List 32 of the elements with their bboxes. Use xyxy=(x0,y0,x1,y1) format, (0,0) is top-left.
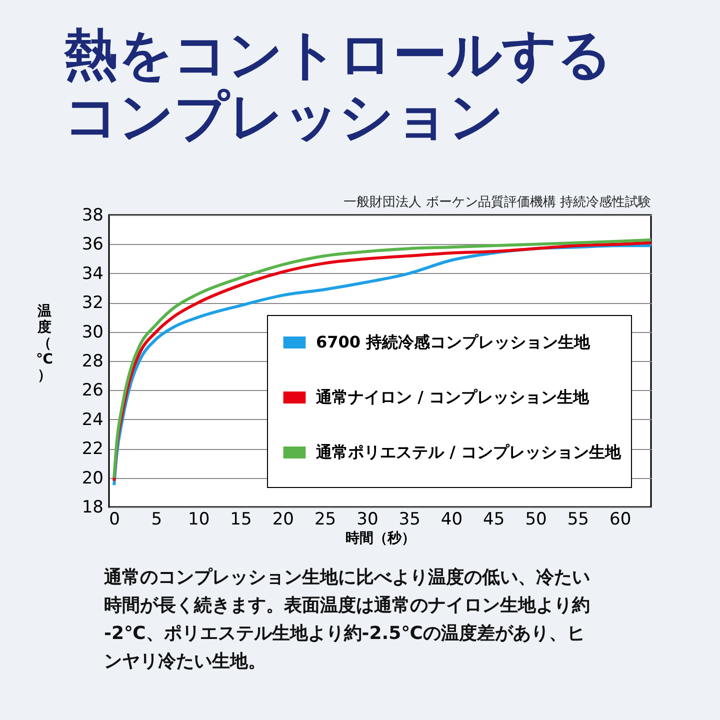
y-tick-label: 24 xyxy=(82,410,104,430)
text: 通常のコンプレッション生地に比べより温度の低い、冷たい時間が長く続きます。表面温度は通常のナイロン生地より約-2℃、ポリエステル生地より約-2.5℃の温度差があり、ヒンヤリ冷たい生地。 xyxy=(103,567,590,672)
y-tick-label: 36 xyxy=(82,234,104,255)
x-tick-label: 40 xyxy=(440,510,463,530)
y-tick-label: 28 xyxy=(82,352,104,372)
x-tick-label: 20 xyxy=(272,510,294,530)
y-tick-label: 20 xyxy=(82,468,104,488)
x-axis-title: 時間（秒） xyxy=(346,530,416,546)
y-tick-label: 26 xyxy=(82,380,104,401)
x-tick-label: 25 xyxy=(314,510,336,530)
x-tick-label: 35 xyxy=(398,510,420,530)
y-tick-label: 30 xyxy=(82,322,104,342)
legend-label: 通常ナイロン / コンプレッション生地 xyxy=(315,388,590,406)
x-tick-label: 60 xyxy=(609,510,632,530)
legend-label: 通常ポリエステル / コンプレッション生地 xyxy=(315,442,622,462)
y-tick-label: 18 xyxy=(82,498,104,518)
x-tick-label: 30 xyxy=(356,510,378,530)
x-tick-label: 15 xyxy=(230,510,252,530)
chart-subtitle: 一般財団法人 ボーケン品質評価機構 持続冷感性試験 xyxy=(344,195,651,210)
y-tick-label: 22 xyxy=(82,439,104,460)
x-tick-label: 5 xyxy=(151,510,162,530)
x-tick-label: 0 xyxy=(109,510,120,530)
x-tick-label: 10 xyxy=(188,510,210,530)
y-tick-label: 32 xyxy=(82,293,104,314)
chart-title: 熱をコントロールするコンプレッション xyxy=(63,23,612,148)
y-axis-title: 温度（℃） xyxy=(36,304,54,384)
legend-label: 6700 持続冷感コンプレッション生地 xyxy=(316,332,592,352)
x-tick-label: 45 xyxy=(483,510,505,530)
y-tick-label: 38 xyxy=(82,206,104,226)
y-tick-label: 34 xyxy=(82,264,104,284)
x-tick-label: 55 xyxy=(567,510,589,530)
x-tick-label: 50 xyxy=(525,510,547,530)
